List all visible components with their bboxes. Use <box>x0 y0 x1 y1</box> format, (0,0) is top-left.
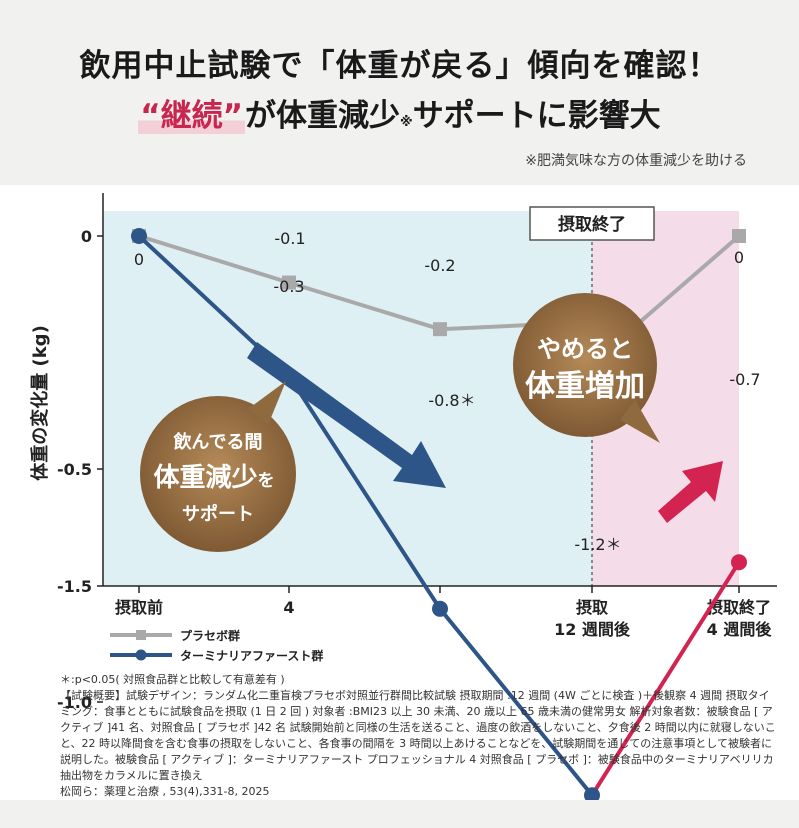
placebo-label: -0.1 <box>274 229 305 248</box>
up-trend-arrow <box>658 461 723 523</box>
y-axis-label: 体重の変化量 (kg) <box>29 325 51 481</box>
bubble-left-tail <box>248 381 286 425</box>
y-tick-label: 0 <box>81 227 92 246</box>
subnote: ※肥満気味な方の体重減少を助ける <box>525 153 747 169</box>
placebo-point <box>433 322 447 337</box>
legend-test-label: ターミナリアファースト群 <box>180 648 324 663</box>
x-tick-label: 摂取終了 <box>707 598 771 617</box>
bubble-left-line1: 飲んでる間 <box>172 431 262 453</box>
headline-1: 飲用中止試験で「体重が戻る」傾向を確認！ <box>79 48 720 84</box>
headline-note-mark: ※ <box>400 115 413 130</box>
placebo-point <box>732 229 746 243</box>
footnotes: ＊:p<0.05( 対照食品群と比較して有意差有 ) 【試験概要】試験デザイン：… <box>60 672 780 800</box>
headline-text-b: サポートに影響大 <box>412 98 661 134</box>
legend: プラセボ群 ターミナリアファースト群 <box>110 625 323 665</box>
bubble-right-tail <box>620 400 660 443</box>
placebo-line <box>138 234 530 332</box>
legend-item-test: ターミナリアファースト群 <box>110 645 323 665</box>
headline-accent: “継続” <box>138 98 246 134</box>
test-label: -0.7 <box>729 370 760 389</box>
test-point <box>432 600 448 617</box>
y-tick-label: -0.5 <box>57 460 92 479</box>
x-tick-label: 摂取 <box>576 598 608 617</box>
test-line <box>137 234 594 797</box>
bubble-right-line1: やめると <box>537 335 633 363</box>
placebo-label: 0 <box>734 248 744 267</box>
test-label: -0.3 <box>273 277 304 296</box>
legend-test-swatch <box>110 649 172 661</box>
test-line-after <box>590 561 741 797</box>
test-point <box>131 228 147 244</box>
legend-placebo-swatch <box>110 630 172 640</box>
footnote-citation: 松岡ら：薬理と治療 , 53(4),331-8, 2025 <box>60 785 270 798</box>
test-label: -0.8＊ <box>428 391 475 410</box>
x-tick-label: 摂取前 <box>115 598 163 617</box>
footnote-significance: ＊:p<0.05( 対照食品群と比較して有意差有 ) <box>60 673 285 686</box>
test-label: 0 <box>134 250 144 269</box>
placebo-point <box>282 275 296 290</box>
placebo-label: -0.2 <box>424 256 455 275</box>
test-label: -1.2＊ <box>574 535 621 554</box>
bubble-left-line2: 体重減少を <box>153 463 274 493</box>
x-tick-label: 12 週間後 <box>554 620 631 639</box>
bubble-left-line3: サポート <box>182 503 254 525</box>
x-tick-label: 4 週間後 <box>707 620 773 639</box>
legend-placebo-label: プラセボ群 <box>180 628 241 643</box>
bubble-left-line2-suffix: を <box>258 471 275 491</box>
test-point <box>731 554 747 571</box>
down-trend-arrow <box>247 342 446 488</box>
y-tick-label: -1.5 <box>57 577 92 596</box>
x-tick-label: 4 <box>283 598 294 617</box>
stop-label: 摂取終了 <box>558 214 626 235</box>
bubble-left <box>140 396 296 552</box>
bubble-right <box>513 293 657 437</box>
test-point <box>584 787 600 800</box>
placebo-line-after <box>638 234 741 324</box>
legend-item-placebo: プラセボ群 <box>110 625 323 645</box>
y-tick-label: -1.0 <box>57 693 92 712</box>
headline-text-a: が体重減少 <box>245 98 401 134</box>
bubble-right-line2: 体重増加 <box>525 369 645 404</box>
headline-2: “継続”が体重減少※サポートに影響大 <box>0 90 799 135</box>
stop-label-box <box>529 206 655 241</box>
footnote-study-summary: 【試験概要】試験デザイン：ランダム化二重盲検プラセボ対照並行群間比較試験 摂取期… <box>60 689 776 782</box>
